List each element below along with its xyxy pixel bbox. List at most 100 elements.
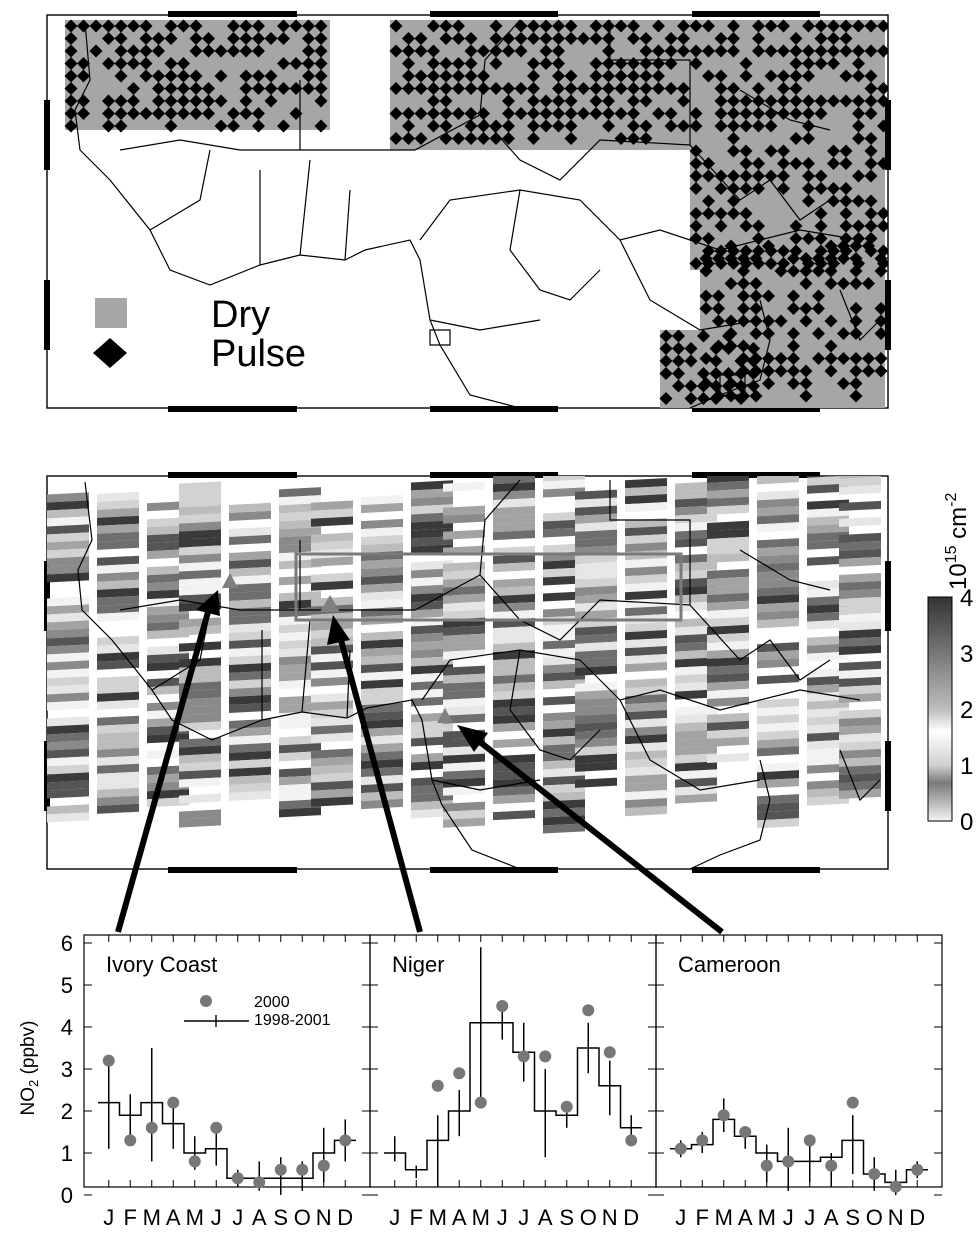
pulse-diamond [727,82,740,95]
pulse-diamond [714,207,728,220]
pulse-diamond [722,342,735,355]
border-tick [430,11,558,17]
pulse-diamond [427,107,440,120]
swath-cell [543,575,585,586]
pulse-diamond [789,107,803,120]
swath-cell [807,699,849,710]
pulse-diamond [464,69,478,83]
pulse-diamond [672,379,685,393]
pulse-diamond [727,207,740,220]
pulse-diamond [802,182,815,195]
pulse-diamond [164,82,178,95]
pulse-diamond [799,252,813,265]
swath-cell [543,567,585,578]
pulse-diamond [614,69,628,83]
data-point-2000 [760,1159,773,1172]
swath-cell [311,788,353,799]
pulse-diamond [787,302,800,315]
swath-cell [47,500,89,511]
swath-cell [807,715,849,726]
swath-cell [443,769,485,780]
swath-cell [47,812,89,823]
swath-cell [807,779,849,790]
pulse-diamond [439,94,453,108]
data-point-2000 [431,1079,444,1092]
pulse-diamond [439,19,453,33]
swath-cell [411,656,453,667]
pulse-diamond [837,252,850,265]
pulse-diamond [552,69,565,83]
pulse-diamond [684,354,698,368]
swath-cell [179,745,221,756]
x-tick-label: D [337,1205,353,1230]
pulse-diamond [502,107,515,120]
swath-cell [443,673,485,684]
swath-cell [493,521,535,533]
swath-cell [411,544,453,555]
pulse-diamond [627,94,640,108]
swath-cell [543,775,585,786]
pulse-diamond [164,32,178,45]
swath-cell [311,500,353,511]
data-point-2000 [517,1050,530,1063]
swath-cell [179,713,221,724]
swath-cell [411,504,453,515]
swath-cell [625,558,667,569]
pulse-diamond [864,107,878,120]
pulse-diamond [552,94,565,108]
pulse-diamond [652,69,665,83]
pulse-diamond [777,69,790,83]
swath-cell [361,710,403,722]
pulse-diamond [689,182,703,195]
pulse-diamond [164,57,178,70]
y-tick-label: 4 [61,1015,73,1040]
swath-cell [411,480,453,491]
swath-cell [443,753,485,764]
data-point-2000 [102,1054,115,1067]
pulse-diamond [752,157,765,170]
pulse-diamond [202,94,215,108]
swath-cell [311,700,353,711]
swath-cell [493,505,535,517]
swath-cell [179,761,221,772]
swath-cell [575,569,617,580]
pulse-diamond [564,82,578,95]
swath-cell [361,526,403,538]
pulse-diamond [302,19,315,33]
pulse-diamond [862,364,875,378]
pulse-diamond [849,264,863,278]
pulse-diamond [712,302,725,315]
pulse-diamond [389,132,403,145]
swath-cell [47,684,89,695]
x-tick-label: J [804,1205,815,1230]
pulse-diamond [264,32,278,45]
swath-cell [675,737,717,748]
swath-cell [807,555,849,566]
pulse-diamond [787,289,800,303]
pulse-diamond [839,32,853,45]
swath-cell [839,540,881,552]
swath-cell [311,724,353,735]
pulse-diamond [452,132,465,145]
x-tick-label: F [410,1205,423,1230]
pulse-diamond [489,82,503,95]
pulse-diamond [699,252,713,265]
swath-cell [47,748,89,759]
swath-cell [707,688,749,699]
swath-cell [625,766,667,777]
pulse-diamond [64,69,78,83]
pulse-diamond [314,94,328,108]
swath-cell [411,760,453,771]
pulse-diamond [874,327,888,340]
pulse-diamond [652,82,665,95]
y-tick-label: 5 [61,973,73,998]
swath-cell [279,655,321,666]
swath-cell [179,561,221,572]
pulse-diamond [177,57,190,70]
pulse-diamond [787,377,800,390]
pulse-diamond [227,107,240,120]
pulse-diamond [714,44,728,58]
swath-cell [443,681,485,692]
pulse-diamond [139,32,153,45]
pulse-diamond [737,264,750,278]
